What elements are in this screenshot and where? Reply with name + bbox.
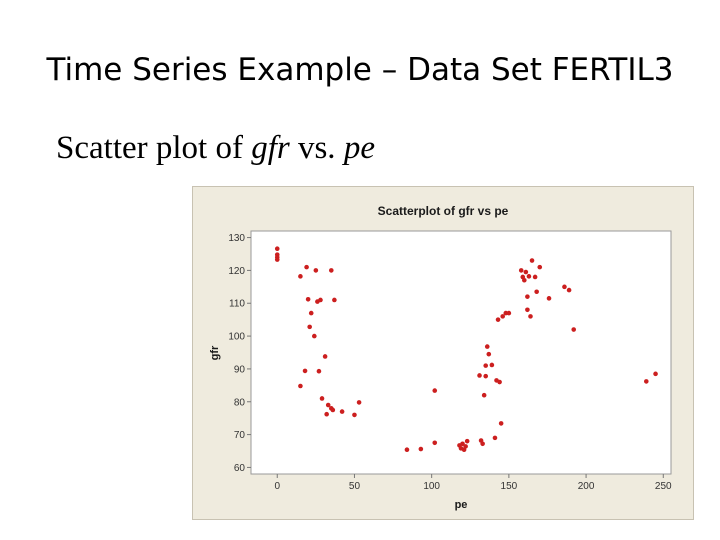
data-point (483, 363, 489, 368)
data-point (325, 402, 331, 408)
data-point (316, 368, 322, 374)
y-tick-label: 120 (228, 266, 245, 277)
data-point (464, 438, 470, 444)
data-point (525, 307, 530, 313)
data-point (526, 274, 532, 279)
data-point (312, 333, 317, 339)
data-point (532, 274, 538, 280)
data-point (304, 264, 309, 270)
data-point (525, 294, 530, 299)
y-tick-label: 130 (228, 233, 245, 244)
y-tick-label: 90 (234, 364, 246, 375)
data-point (546, 296, 552, 301)
chart-panel: Scatterplot of gfr vs pe pe gfr 0 50 100 15… (192, 186, 694, 520)
plot-area (250, 230, 672, 475)
data-point (308, 310, 314, 316)
data-point (484, 344, 490, 349)
data-point (489, 362, 495, 368)
axes: 0 50 100 150 200 250 60 70 80 90 100 110 120 130 (228, 233, 672, 492)
x-tick-label: 150 (501, 481, 518, 492)
data-point (500, 314, 505, 319)
data-point (495, 317, 501, 322)
data-point (506, 310, 512, 316)
y-axis-label: gfr (209, 345, 221, 360)
subtitle-var-pe: pe (343, 130, 375, 166)
y-tick-label: 100 (228, 332, 245, 343)
data-point (298, 383, 303, 389)
data-point (492, 435, 498, 441)
data-point (528, 314, 533, 319)
data-point (571, 327, 577, 332)
x-tick-label: 50 (349, 481, 361, 492)
data-point (480, 441, 485, 447)
data-point (298, 274, 303, 279)
x-tick-label: 100 (423, 481, 440, 492)
data-point (534, 289, 539, 295)
data-point (324, 411, 329, 417)
x-tick-label: 0 (274, 481, 280, 492)
slide-subtitle: Scatter plot of gfr vs. pe (56, 130, 375, 167)
data-point (497, 379, 502, 385)
chart-title: Scatterplot of gfr vs pe (378, 204, 509, 218)
data-point (643, 379, 649, 384)
data-point (432, 388, 438, 393)
data-point (566, 287, 572, 293)
data-point (307, 324, 312, 330)
x-tick-label: 250 (655, 481, 672, 492)
data-point (523, 269, 529, 275)
data-point (328, 268, 334, 273)
data-point (305, 297, 311, 302)
data-point (486, 351, 492, 357)
data-point (332, 297, 337, 303)
data-point (319, 396, 325, 401)
data-points (274, 246, 658, 453)
data-point (356, 400, 362, 405)
data-point (477, 373, 482, 378)
y-tick-label: 70 (234, 430, 246, 441)
data-point (274, 246, 280, 252)
data-point (498, 421, 504, 426)
data-point (463, 444, 468, 449)
data-point (352, 412, 357, 418)
data-point (460, 441, 465, 447)
data-point (481, 392, 487, 398)
data-point (274, 257, 280, 262)
data-point (432, 440, 438, 446)
data-point (330, 407, 336, 413)
subtitle-mid: vs. (289, 130, 344, 166)
data-point (302, 368, 308, 374)
y-tick-label: 110 (229, 299, 245, 310)
x-axis-label: pe (455, 499, 468, 511)
data-point (537, 264, 543, 270)
slide-title: Time Series Example – Data Set FERTIL3 (46, 52, 674, 88)
data-point (313, 268, 319, 273)
scatter-chart: Scatterplot of gfr vs pe pe gfr 0 50 100 15… (209, 204, 672, 511)
data-point (404, 447, 410, 453)
data-point (562, 284, 567, 290)
data-point (483, 373, 489, 379)
data-point (318, 297, 323, 303)
y-tick-label: 60 (234, 463, 246, 474)
data-point (518, 268, 524, 273)
data-point (529, 258, 535, 263)
subtitle-prefix: Scatter plot of (56, 130, 252, 166)
subtitle-var-gfr: gfr (251, 130, 290, 166)
data-point (418, 446, 424, 452)
x-tick-label: 200 (578, 481, 595, 492)
data-point (322, 354, 328, 359)
y-tick-label: 80 (234, 397, 246, 408)
data-point (339, 409, 345, 414)
data-point (653, 371, 658, 377)
data-point (522, 277, 527, 283)
